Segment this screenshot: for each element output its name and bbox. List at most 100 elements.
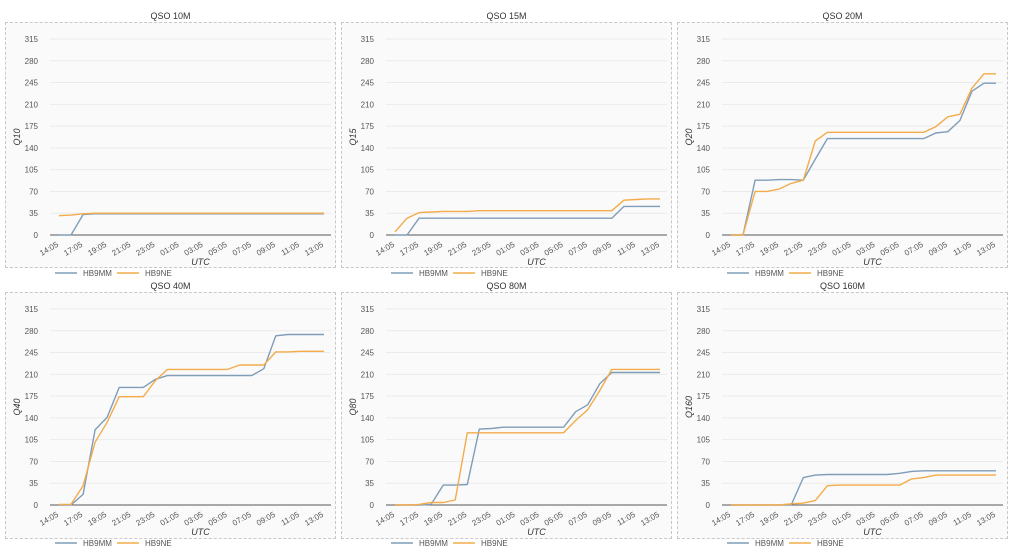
y-tick-label: 0 xyxy=(706,231,711,240)
x-tick-label: 01:05 xyxy=(495,510,517,528)
x-tick-label: 13:05 xyxy=(303,240,325,258)
x-tick-label: 01:05 xyxy=(159,240,181,258)
chart-frame xyxy=(5,22,336,268)
chart-frame xyxy=(677,292,1008,539)
y-tick-label: 245 xyxy=(697,349,711,358)
y-tick-label: 35 xyxy=(29,479,38,488)
x-tick-label: 13:05 xyxy=(639,240,661,258)
y-tick-label: 35 xyxy=(365,209,374,218)
y-axis-title: Q20 xyxy=(684,128,694,145)
series-line-hb9mm xyxy=(731,82,996,236)
x-tick-label: 17:05 xyxy=(62,510,84,528)
legend-label: HB9MM xyxy=(419,539,448,548)
legend-label: HB9NE xyxy=(481,269,508,278)
x-axis-title: UTC xyxy=(863,527,882,537)
y-tick-label: 140 xyxy=(25,144,39,153)
chart-svg: 0 35 70 105 140 175 210 245 280 315 14:05 17:05 19:0… xyxy=(348,305,667,548)
y-tick-label: 105 xyxy=(361,436,375,445)
y-tick-label: 105 xyxy=(697,436,711,445)
y-tick-label: 70 xyxy=(29,187,38,196)
y-tick-label: 280 xyxy=(361,57,375,66)
chart-title: QSO 40M xyxy=(150,281,191,291)
x-tick-label: 17:05 xyxy=(398,510,420,528)
x-tick-label: 05:05 xyxy=(543,510,565,528)
y-tick-label: 280 xyxy=(25,327,39,336)
y-tick-label: 175 xyxy=(697,122,711,131)
series-line-hb9ne xyxy=(394,198,660,233)
series-line-hb9ne xyxy=(59,350,324,506)
y-tick-label: 175 xyxy=(25,122,39,131)
y-tick-label: 175 xyxy=(361,392,375,401)
y-axis-title: Q10 xyxy=(12,128,22,145)
y-tick-label: 105 xyxy=(361,166,375,175)
x-tick-label: 19:05 xyxy=(86,510,108,528)
legend-label: HB9MM xyxy=(755,269,784,278)
x-tick-label: 07:05 xyxy=(567,510,589,528)
chart-panel-10m: QSO 10M 0 35 70 105 140 175 210 245 280 315 14:05 1… xyxy=(5,9,336,278)
chart-panel-80m: QSO 80M 0 35 70 105 140 175 210 245 280 315 14:05 1… xyxy=(341,279,672,548)
legend-label: HB9MM xyxy=(755,539,784,548)
series-line-hb9ne xyxy=(731,474,996,506)
x-tick-label: 11:05 xyxy=(616,240,638,258)
y-tick-label: 245 xyxy=(697,79,711,88)
chart-panel-20m: QSO 20M 0 35 70 105 140 175 210 245 280 315 14:05 1… xyxy=(677,9,1008,278)
legend-label: HB9NE xyxy=(145,269,172,278)
y-tick-label: 105 xyxy=(25,436,39,445)
y-tick-label: 245 xyxy=(25,79,39,88)
series-line-hb9mm xyxy=(731,470,996,506)
x-tick-label: 13:05 xyxy=(639,510,661,528)
x-tick-label: 21:05 xyxy=(110,510,132,528)
x-tick-label: 17:05 xyxy=(734,510,756,528)
x-tick-label: 09:05 xyxy=(927,510,949,528)
chart-panel-15m: QSO 15M 0 35 70 105 140 175 210 245 280 315 14:05 1… xyxy=(341,9,672,278)
x-tick-label: 05:05 xyxy=(207,510,229,528)
y-tick-label: 105 xyxy=(25,166,39,175)
x-tick-label: 09:05 xyxy=(591,510,613,528)
x-tick-label: 11:05 xyxy=(616,510,638,528)
legend-label: HB9NE xyxy=(481,539,508,548)
chart-panel-40m: QSO 40M 0 35 70 105 140 175 210 245 280 315 14:05 1… xyxy=(5,279,336,548)
y-tick-label: 280 xyxy=(697,57,711,66)
chart-frame xyxy=(341,292,672,539)
legend-label: HB9NE xyxy=(817,539,844,548)
x-tick-label: 03:05 xyxy=(519,240,541,258)
x-tick-label: 21:05 xyxy=(782,240,804,258)
chart-svg: 0 35 70 105 140 175 210 245 280 315 14:05 17:05 19:0… xyxy=(348,35,667,278)
y-tick-label: 280 xyxy=(25,57,39,66)
chart-title: QSO 160M xyxy=(819,281,866,291)
y-tick-label: 315 xyxy=(697,35,711,44)
y-tick-label: 0 xyxy=(370,501,375,510)
x-tick-label: 09:05 xyxy=(255,240,277,258)
x-tick-label: 07:05 xyxy=(903,240,925,258)
x-tick-label: 21:05 xyxy=(110,240,132,258)
y-tick-label: 315 xyxy=(361,35,375,44)
x-tick-label: 23:05 xyxy=(135,240,157,258)
y-tick-label: 315 xyxy=(697,305,711,314)
x-tick-label: 09:05 xyxy=(927,240,949,258)
y-tick-label: 140 xyxy=(361,144,375,153)
y-tick-label: 245 xyxy=(361,79,375,88)
y-tick-label: 35 xyxy=(701,479,710,488)
y-axis-title: Q160 xyxy=(684,396,694,418)
x-tick-label: 11:05 xyxy=(280,510,302,528)
y-tick-label: 245 xyxy=(25,349,39,358)
x-axis-title: UTC xyxy=(863,257,882,267)
chart-frame xyxy=(341,22,672,268)
y-tick-label: 210 xyxy=(697,370,711,379)
x-tick-label: 14:05 xyxy=(374,240,396,258)
x-tick-label: 23:05 xyxy=(807,510,829,528)
chart-frame xyxy=(5,292,336,539)
series-line-hb9mm xyxy=(59,333,324,506)
x-tick-label: 11:05 xyxy=(952,240,974,258)
series-line-hb9ne xyxy=(58,212,324,217)
chart-panel-160m: QSO 160M 0 35 70 105 140 175 210 245 280 315 14:05… xyxy=(677,279,1008,548)
y-tick-label: 210 xyxy=(361,370,375,379)
x-tick-label: 07:05 xyxy=(567,240,589,258)
x-tick-label: 21:05 xyxy=(446,510,468,528)
x-tick-label: 05:05 xyxy=(879,240,901,258)
x-tick-label: 05:05 xyxy=(543,240,565,258)
chart-title: QSO 15M xyxy=(486,11,527,21)
x-tick-label: 07:05 xyxy=(231,510,253,528)
x-axis-title: UTC xyxy=(191,527,210,537)
y-tick-label: 245 xyxy=(361,349,375,358)
